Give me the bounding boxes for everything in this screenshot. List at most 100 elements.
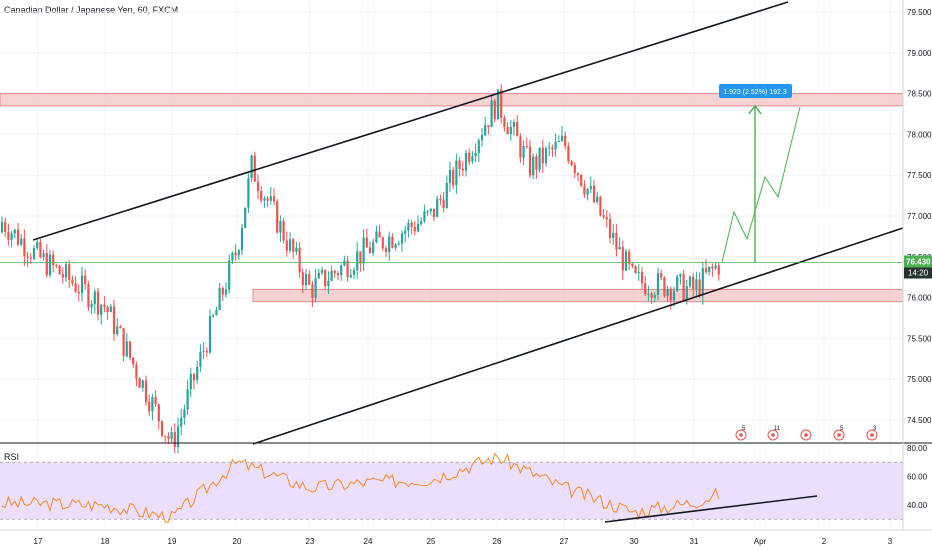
candle-body xyxy=(708,266,711,273)
candle-body xyxy=(397,243,400,245)
candle-body xyxy=(503,117,506,128)
candle-body xyxy=(52,254,55,265)
candle-body xyxy=(61,274,64,278)
candle-body xyxy=(116,326,119,335)
candle-body xyxy=(666,288,669,297)
measure-label: 1.923 (2.52%) 192.3 xyxy=(723,89,787,96)
candle-body xyxy=(199,351,202,367)
overlay[interactable]: 76.430 14:20 1.923 (2.52%) 192.3 5 11 5 3 xyxy=(719,84,932,441)
candle-body xyxy=(714,265,717,269)
candle-body xyxy=(304,274,308,286)
candle-body xyxy=(39,242,42,258)
candle-body xyxy=(672,290,676,301)
candle-body xyxy=(16,229,20,245)
candle-body xyxy=(208,315,212,353)
candle-body xyxy=(592,185,596,202)
measure-label-box xyxy=(719,84,792,98)
candle-body xyxy=(445,182,448,208)
candle-body xyxy=(583,185,586,195)
candle-body xyxy=(480,135,484,141)
candle-body xyxy=(23,238,26,257)
price-tick-label: 75.500 xyxy=(907,334,932,343)
candle-body xyxy=(474,152,477,157)
channel-lower-line xyxy=(252,227,904,445)
candle-body xyxy=(55,264,58,266)
measure-arrowhead xyxy=(748,104,762,115)
candle-body xyxy=(391,236,394,248)
candle-body xyxy=(436,198,439,217)
candle-body xyxy=(106,306,109,313)
flag-icon[interactable]: 11 xyxy=(767,426,781,441)
candle-body xyxy=(247,178,250,208)
price-tick-label: 79.500 xyxy=(907,8,932,17)
flag-icon[interactable] xyxy=(800,429,812,441)
candle-body xyxy=(26,256,29,258)
candle-body xyxy=(548,147,551,149)
candle-body xyxy=(327,280,330,287)
candle-body xyxy=(660,273,663,278)
candle-body xyxy=(676,276,679,291)
candle-body xyxy=(151,397,154,412)
candle-body xyxy=(64,264,68,278)
candle-body xyxy=(205,350,208,353)
candle-body xyxy=(362,237,365,264)
candle-body xyxy=(487,125,490,128)
candle-body xyxy=(628,251,631,264)
flag-icon[interactable]: 5 xyxy=(735,426,747,441)
time-tick-label: 18 xyxy=(101,537,110,546)
candle-body xyxy=(330,270,333,281)
candle-body xyxy=(535,156,538,170)
candle-body xyxy=(349,274,352,278)
candle-body xyxy=(580,174,583,186)
trendlines[interactable] xyxy=(0,1,932,445)
candle-body xyxy=(368,247,372,254)
candle-body xyxy=(279,221,282,233)
candle-body xyxy=(244,207,247,228)
candle-body xyxy=(240,227,244,251)
candle-body xyxy=(356,251,359,271)
flag-icon[interactable]: 3 xyxy=(866,426,878,441)
candle-body xyxy=(144,380,148,402)
candle-body xyxy=(551,147,554,150)
candle-body xyxy=(276,201,279,233)
time-tick-label: 24 xyxy=(364,537,373,546)
candle-body xyxy=(154,397,157,405)
candle-body xyxy=(602,215,605,218)
time-tick-label: 26 xyxy=(493,537,502,546)
candle-body xyxy=(509,126,512,135)
candle-body xyxy=(711,266,714,269)
candle-body xyxy=(164,435,167,437)
price-tick-label: 78.500 xyxy=(907,90,932,99)
candle-body xyxy=(413,227,416,232)
candle-body xyxy=(100,304,103,315)
candle-body xyxy=(522,146,525,158)
candle-body xyxy=(250,155,253,179)
time-tick-label: 23 xyxy=(306,537,315,546)
candle-body xyxy=(58,265,61,275)
candle-body xyxy=(410,222,413,228)
candle-body xyxy=(679,274,682,277)
candle-body xyxy=(420,221,423,224)
candle-body xyxy=(634,266,637,273)
candle-body xyxy=(432,208,436,217)
candle-body xyxy=(93,291,96,305)
candle-body xyxy=(228,260,231,290)
candle-body xyxy=(532,156,535,176)
countdown-badge xyxy=(904,267,932,279)
event-count: 5 xyxy=(742,426,746,432)
flag-icon[interactable]: 5 xyxy=(833,426,845,441)
price-tick-label: 74.500 xyxy=(907,416,932,425)
candle-body xyxy=(599,196,602,216)
candle-body xyxy=(423,211,426,222)
candle-body xyxy=(135,364,138,379)
support-zone xyxy=(252,288,904,303)
candle-body xyxy=(612,232,615,238)
candle-body xyxy=(404,230,407,234)
candle-body xyxy=(442,199,445,208)
candle-body xyxy=(157,404,160,422)
candle-body xyxy=(71,279,74,284)
candle-body xyxy=(704,268,708,273)
candle-body xyxy=(458,160,461,169)
candle-body xyxy=(528,146,532,176)
